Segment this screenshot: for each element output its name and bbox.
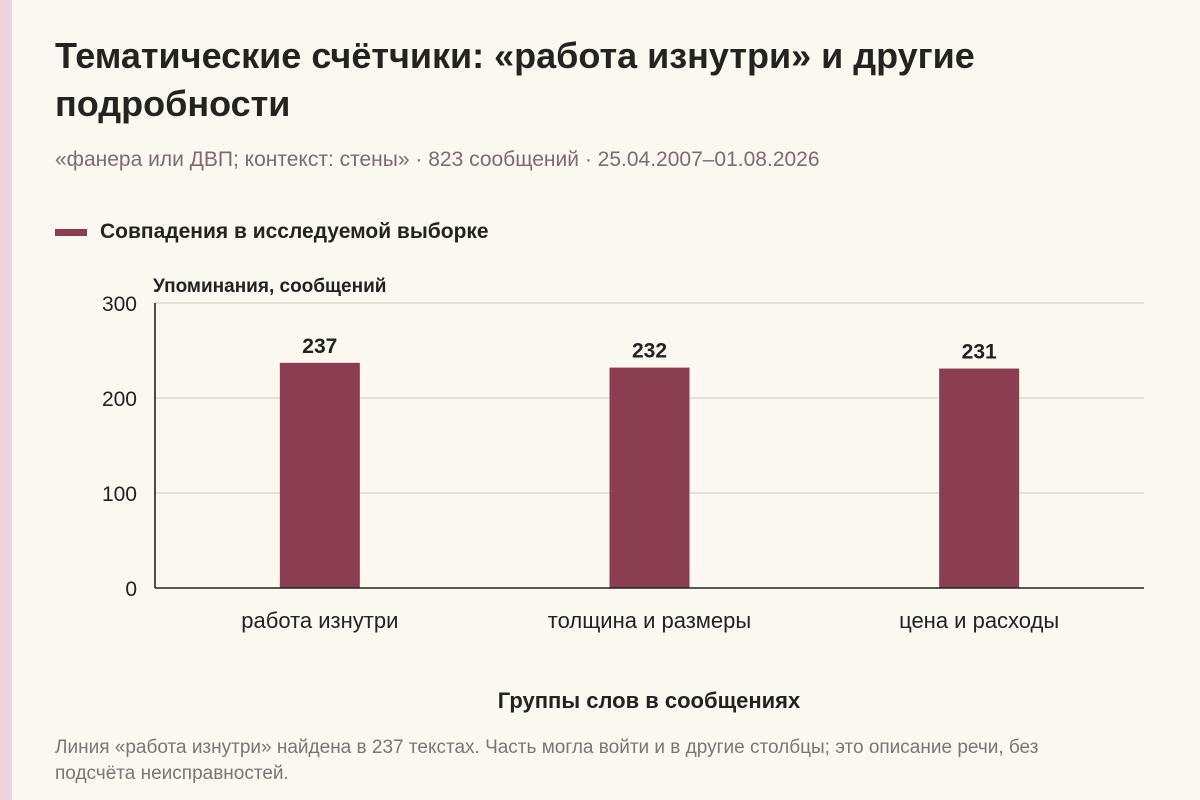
x-tick-label: толщина и размеры [548, 608, 751, 633]
legend-swatch [55, 228, 87, 236]
y-tick-label: 0 [125, 578, 137, 601]
y-axis-title: Упоминания, сообщений [153, 276, 386, 297]
data-label: 232 [632, 340, 667, 363]
x-axis-title: Группы слов в сообщениях [498, 688, 801, 713]
y-tick-label: 100 [102, 483, 137, 506]
bar [279, 362, 360, 588]
chart-subtitle: «фанера или ДВП; контекст: стены» · 823 … [55, 148, 820, 171]
y-tick-labels: 0 100 200 300 [102, 293, 137, 601]
y-tick-label: 300 [102, 293, 137, 316]
bar [609, 367, 690, 588]
data-label: 231 [962, 341, 997, 364]
data-labels: 237 232 231 [302, 335, 997, 364]
y-tick-label: 200 [102, 388, 137, 411]
x-tick-label: работа изнутри [241, 608, 398, 633]
chart-title: Тематические счётчики: «работа изнутри» … [55, 35, 975, 124]
legend-label: Совпадения в исследуемой выборке [100, 220, 489, 243]
x-tick-labels: работа изнутри толщина и размеры цена и ра… [241, 608, 1059, 633]
bars [279, 362, 1020, 588]
data-label: 237 [302, 335, 337, 358]
footnote: Линия «работа изнутри» найдена в 237 тек… [55, 737, 1039, 784]
legend: Совпадения в исследуемой выборке [55, 218, 489, 246]
bar [939, 368, 1020, 588]
x-tick-label: цена и расходы [899, 608, 1059, 633]
accent-strip [0, 0, 12, 800]
